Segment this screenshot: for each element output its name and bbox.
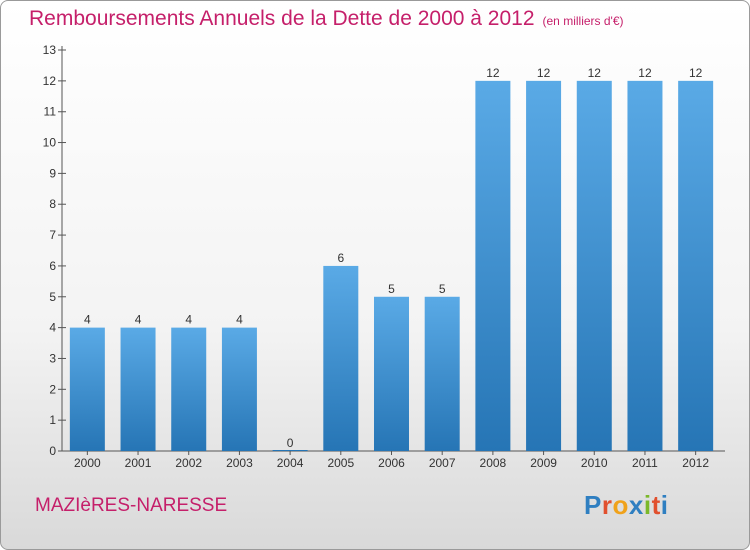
commune-name: MAZIèRES-NARESSE xyxy=(35,495,228,516)
bar xyxy=(526,80,562,451)
y-tick-label: 5 xyxy=(49,290,56,304)
x-tick-label: 2012 xyxy=(682,456,709,470)
y-tick-label: 9 xyxy=(49,166,56,180)
logo-letter: P xyxy=(584,490,602,520)
proxiti-logo: Proxiti xyxy=(584,490,668,521)
y-tick-label: 13 xyxy=(43,43,57,57)
chart-title: Remboursements Annuels de la Dette de 20… xyxy=(29,7,535,30)
data-label: 0 xyxy=(287,436,294,450)
x-tick-label: 2008 xyxy=(480,456,507,470)
y-tick-label: 11 xyxy=(44,105,57,119)
bar xyxy=(374,296,409,451)
bar xyxy=(475,80,511,451)
x-tick-label: 2005 xyxy=(327,456,354,470)
bar xyxy=(69,327,105,451)
bar xyxy=(678,80,714,451)
bar xyxy=(424,296,460,451)
y-tick-label: 7 xyxy=(49,228,56,242)
x-tick-label: 2000 xyxy=(74,456,101,470)
x-tick-label: 2003 xyxy=(226,456,253,470)
y-tick-label: 2 xyxy=(49,382,56,396)
logo-letter: o xyxy=(612,490,629,520)
logo-letter: t xyxy=(651,490,661,520)
x-tick-label: 2006 xyxy=(378,456,405,470)
x-tick-label: 2010 xyxy=(581,456,608,470)
y-tick-label: 4 xyxy=(49,321,56,335)
y-tick-label: 10 xyxy=(43,136,57,150)
x-tick-label: 2011 xyxy=(632,456,658,470)
x-tick-label: 2004 xyxy=(277,456,304,470)
y-tick-label: 6 xyxy=(49,259,56,273)
chart-title-block: Remboursements Annuels de la Dette de 20… xyxy=(29,7,624,31)
bar xyxy=(627,80,663,451)
data-label: 4 xyxy=(84,313,91,327)
y-tick-label: 0 xyxy=(49,444,56,458)
y-tick-label: 12 xyxy=(43,74,57,88)
data-label: 12 xyxy=(689,66,703,80)
bar xyxy=(323,265,359,451)
data-label: 12 xyxy=(537,66,551,80)
data-label: 5 xyxy=(439,282,446,296)
y-tick-label: 3 xyxy=(49,351,56,365)
data-label: 5 xyxy=(388,282,395,296)
bar xyxy=(221,327,257,451)
logo-letter: i xyxy=(660,490,669,520)
y-tick-label: 8 xyxy=(49,197,56,211)
x-tick-label: 2009 xyxy=(530,456,557,470)
x-tick-label: 2007 xyxy=(429,456,456,470)
data-label: 12 xyxy=(486,66,500,80)
bar xyxy=(120,327,156,451)
data-label: 12 xyxy=(638,66,652,80)
logo-letter: x xyxy=(628,490,644,520)
y-tick-label: 1 xyxy=(49,413,56,427)
data-label: 4 xyxy=(185,313,192,327)
chart-unit: (en milliers d'€) xyxy=(542,14,624,28)
x-tick-label: 2001 xyxy=(125,456,152,470)
logo-letter: i xyxy=(643,490,652,520)
data-label: 6 xyxy=(337,251,344,265)
x-tick-label: 2002 xyxy=(175,456,202,470)
bar xyxy=(576,80,612,451)
bar xyxy=(171,327,207,451)
data-label: 4 xyxy=(135,313,142,327)
logo-letter: r xyxy=(601,490,613,520)
data-label: 4 xyxy=(236,313,243,327)
data-label: 12 xyxy=(588,66,602,80)
